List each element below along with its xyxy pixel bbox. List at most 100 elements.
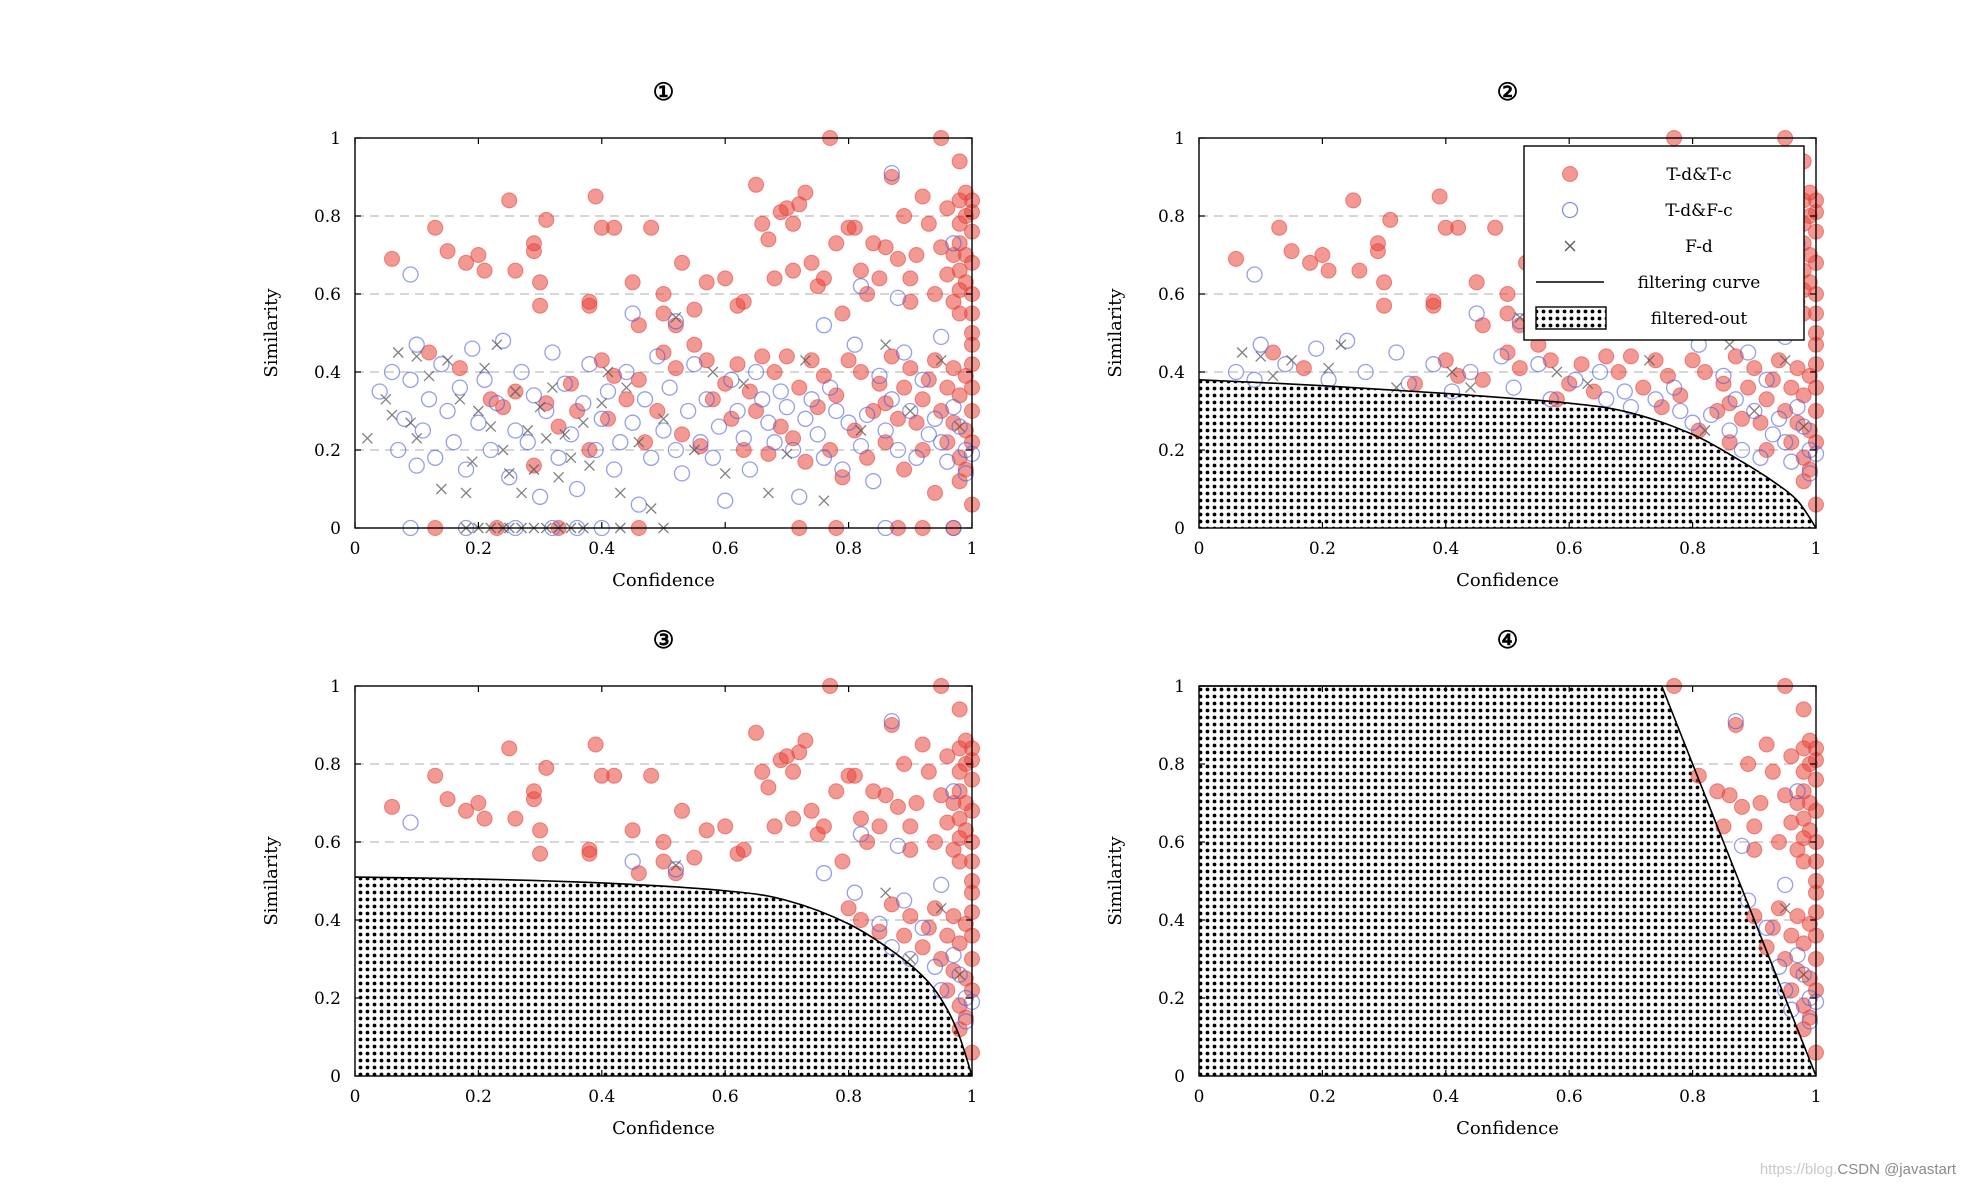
data-point bbox=[470, 247, 487, 263]
data-point bbox=[1684, 352, 1701, 369]
data-point bbox=[501, 469, 518, 486]
data-point bbox=[1739, 892, 1757, 909]
data-point bbox=[877, 434, 894, 451]
data-point bbox=[1801, 1009, 1818, 1026]
data-point bbox=[815, 317, 833, 334]
data-point bbox=[636, 391, 654, 408]
data-point bbox=[1783, 453, 1800, 470]
data-point bbox=[815, 449, 833, 466]
data-point bbox=[1582, 378, 1594, 390]
y-tick-label: 0.4 bbox=[1158, 363, 1185, 383]
x-tick-label: 0.4 bbox=[1432, 1087, 1459, 1107]
data-point bbox=[442, 354, 454, 366]
data-point bbox=[815, 818, 832, 835]
data-point bbox=[1338, 332, 1356, 349]
watermark-text: CSDN @javastart bbox=[1837, 1161, 1956, 1178]
plot-frame bbox=[354, 685, 973, 1077]
data-point bbox=[630, 496, 647, 513]
data-point bbox=[624, 274, 641, 291]
watermark: https://blog.CSDN @javastart bbox=[1760, 1161, 1956, 1178]
x-tick-label: 0.8 bbox=[835, 539, 862, 559]
data-point bbox=[920, 215, 937, 232]
data-point bbox=[587, 188, 604, 205]
data-point bbox=[674, 426, 691, 443]
data-point bbox=[606, 367, 623, 384]
y-tick-label: 1 bbox=[330, 129, 341, 149]
plot-frame bbox=[1198, 685, 1817, 1077]
data-point bbox=[828, 235, 845, 252]
data-point bbox=[525, 457, 542, 474]
data-point bbox=[1684, 414, 1701, 431]
data-point bbox=[1323, 362, 1335, 374]
series-t-d-f-c bbox=[371, 164, 981, 537]
data-point bbox=[643, 449, 660, 466]
data-point bbox=[1462, 363, 1479, 381]
data-point bbox=[1779, 354, 1791, 366]
legend-label: filtering curve bbox=[1638, 273, 1761, 293]
y-tick-label: 0.6 bbox=[1158, 833, 1185, 853]
data-point bbox=[544, 344, 561, 361]
data-point bbox=[606, 767, 623, 784]
data-point bbox=[553, 471, 565, 483]
data-point bbox=[371, 383, 388, 400]
x-tick-label: 0.4 bbox=[588, 539, 615, 559]
data-point bbox=[889, 441, 907, 459]
data-point bbox=[815, 865, 833, 882]
data-point bbox=[630, 371, 647, 388]
data-point bbox=[540, 432, 552, 444]
data-point bbox=[935, 354, 947, 366]
data-point bbox=[624, 822, 641, 839]
data-point bbox=[954, 969, 966, 981]
data-point bbox=[855, 425, 867, 436]
x-tick-label: 1 bbox=[1811, 539, 1822, 559]
data-point bbox=[889, 798, 906, 815]
data-point bbox=[852, 912, 869, 928]
panel-3: ③ 0 0.2 0.4 0.6 0.8 1 0 0.2 0.4 0.6 0.8 1 Confidence S… bbox=[261, 625, 981, 1139]
data-point bbox=[1474, 317, 1491, 334]
data-point bbox=[538, 759, 555, 776]
data-point bbox=[507, 810, 524, 827]
data-point bbox=[1591, 363, 1609, 381]
x-axis-label: Confidence bbox=[612, 570, 715, 591]
data-point bbox=[846, 884, 863, 901]
data-point bbox=[1267, 370, 1279, 382]
data-point bbox=[1758, 736, 1775, 753]
data-point bbox=[815, 270, 832, 287]
data-point bbox=[766, 364, 783, 380]
data-point bbox=[1505, 379, 1522, 396]
data-point bbox=[1551, 366, 1563, 378]
data-point bbox=[926, 352, 943, 369]
y-tick-label: 0.8 bbox=[314, 207, 341, 227]
data-point bbox=[698, 274, 715, 291]
data-point bbox=[707, 366, 719, 378]
data-point bbox=[896, 208, 913, 224]
data-point bbox=[821, 379, 839, 396]
data-point bbox=[546, 382, 558, 394]
data-point bbox=[945, 908, 962, 925]
x-axis-label: Confidence bbox=[1456, 570, 1559, 591]
filtering-curve bbox=[1198, 379, 1817, 529]
data-point bbox=[1764, 763, 1781, 780]
data-point bbox=[957, 465, 974, 482]
data-point bbox=[951, 966, 968, 983]
data-point bbox=[411, 432, 423, 444]
data-point bbox=[840, 352, 857, 369]
x-tick-label: 0.2 bbox=[1309, 1087, 1336, 1107]
data-point bbox=[1721, 787, 1738, 804]
series-t-d-f-c bbox=[402, 712, 981, 1030]
y-tick-label: 0.2 bbox=[314, 441, 341, 461]
data-point bbox=[686, 356, 703, 373]
data-point bbox=[1351, 262, 1368, 279]
panel-1: ① 0 0.2 0.4 0.6 0.8 1 0 0.2 0.4 0.6 0.8 1 Confidence S… bbox=[261, 77, 981, 591]
data-point bbox=[902, 293, 919, 310]
data-point bbox=[584, 460, 595, 472]
data-point bbox=[525, 235, 542, 252]
data-point bbox=[559, 428, 571, 440]
x-tick-label: 0.6 bbox=[1556, 539, 1583, 559]
data-point bbox=[871, 367, 888, 385]
data-point bbox=[939, 982, 956, 999]
y-tick-label: 1 bbox=[1174, 129, 1185, 149]
data-point bbox=[933, 876, 950, 894]
data-point bbox=[380, 393, 392, 405]
